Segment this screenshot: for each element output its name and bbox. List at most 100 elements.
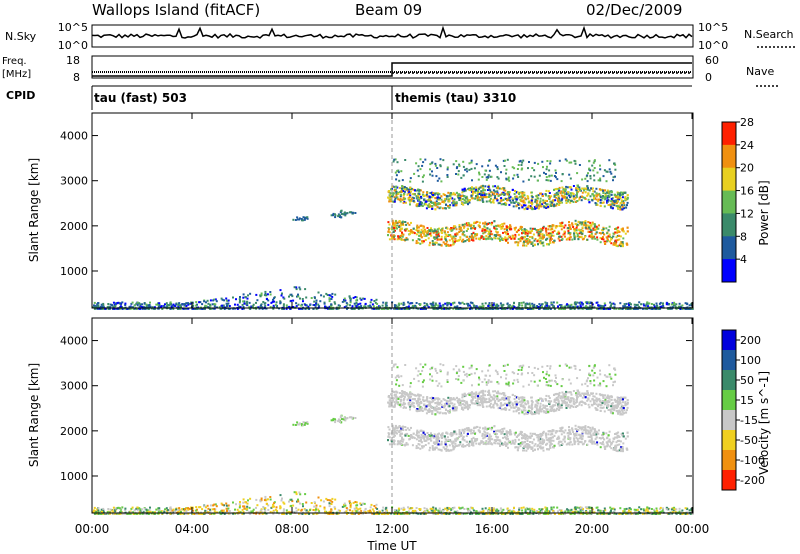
velocity-point — [371, 508, 374, 511]
power-point — [272, 304, 275, 307]
power-point — [545, 206, 548, 209]
power-point — [505, 239, 508, 242]
power-point — [418, 198, 421, 201]
power-point — [496, 199, 499, 202]
power-point — [605, 227, 608, 230]
power-point — [236, 303, 239, 306]
power-point — [425, 302, 428, 305]
power-point — [416, 169, 419, 172]
velocity-point — [472, 509, 475, 512]
power-point — [568, 194, 571, 197]
power-point — [636, 304, 639, 306]
power-point — [478, 173, 481, 176]
power-point — [476, 307, 479, 310]
power-point — [246, 300, 249, 303]
power-point — [590, 230, 593, 233]
power-point — [404, 188, 407, 191]
power-point — [391, 192, 394, 195]
power-point — [418, 234, 421, 237]
power-point — [207, 306, 210, 309]
power-point — [411, 231, 414, 234]
power-point — [487, 305, 490, 307]
velocity-point — [178, 509, 181, 512]
power-point — [571, 192, 574, 195]
power-point — [462, 240, 465, 243]
velocity-point — [362, 510, 365, 513]
power-point — [467, 188, 470, 191]
power-point — [447, 191, 450, 194]
power-point — [579, 189, 582, 192]
power-point — [148, 306, 151, 308]
power-point — [554, 199, 557, 202]
power-point — [187, 303, 190, 306]
power-point — [538, 307, 541, 310]
power-point — [508, 193, 511, 196]
power-point — [634, 308, 637, 310]
power-point — [392, 236, 395, 239]
power-point — [443, 230, 446, 233]
power-point — [510, 305, 513, 308]
power-point — [636, 307, 639, 310]
power-point — [597, 200, 599, 203]
power-point — [495, 230, 498, 233]
power-point — [462, 231, 465, 234]
power-point — [522, 241, 525, 244]
power-point — [549, 203, 552, 206]
power-point — [568, 173, 571, 176]
power-point — [603, 169, 606, 172]
power-point — [96, 303, 99, 306]
power-point — [142, 305, 145, 308]
power-point — [485, 235, 488, 237]
power-point — [487, 174, 490, 177]
velocity-point — [242, 511, 245, 513]
power-point — [456, 305, 459, 308]
power-point — [515, 204, 518, 207]
power-point — [172, 307, 175, 310]
power-point — [433, 193, 436, 196]
power-point — [133, 304, 136, 307]
power-point — [397, 302, 400, 305]
power-point — [536, 197, 539, 200]
power-point — [490, 307, 493, 310]
power-point — [542, 226, 545, 229]
power-point — [533, 227, 536, 230]
power-point — [131, 306, 134, 309]
power-point — [349, 297, 352, 300]
power-point — [427, 206, 430, 208]
velocity-point — [518, 507, 521, 509]
power-point — [415, 233, 418, 236]
power-point — [457, 308, 460, 310]
power-point — [300, 219, 303, 222]
power-point — [464, 240, 467, 243]
power-point — [256, 299, 259, 302]
power-point — [554, 176, 557, 179]
power-point — [343, 211, 346, 214]
power-point — [497, 185, 500, 188]
power-point — [507, 226, 510, 229]
power-point — [507, 176, 510, 179]
power-point — [584, 222, 587, 225]
power-point — [434, 192, 437, 195]
power-point — [241, 303, 244, 306]
power-point — [458, 163, 461, 166]
power-point — [557, 196, 560, 199]
power-point — [483, 173, 486, 176]
power-point — [567, 193, 570, 196]
power-point — [605, 195, 608, 198]
power-point — [264, 304, 267, 307]
power-point — [345, 305, 348, 308]
velocity-point — [236, 508, 239, 511]
power-point — [433, 304, 436, 307]
power-point — [354, 296, 357, 298]
power-point — [573, 228, 576, 230]
power-point — [420, 197, 423, 200]
power-point — [413, 172, 416, 175]
power-point — [550, 195, 553, 198]
power-point — [193, 308, 196, 310]
power-point — [619, 302, 622, 305]
power-point — [507, 191, 510, 194]
power-point — [232, 307, 235, 310]
power-point — [355, 299, 358, 302]
power-point — [289, 307, 292, 310]
